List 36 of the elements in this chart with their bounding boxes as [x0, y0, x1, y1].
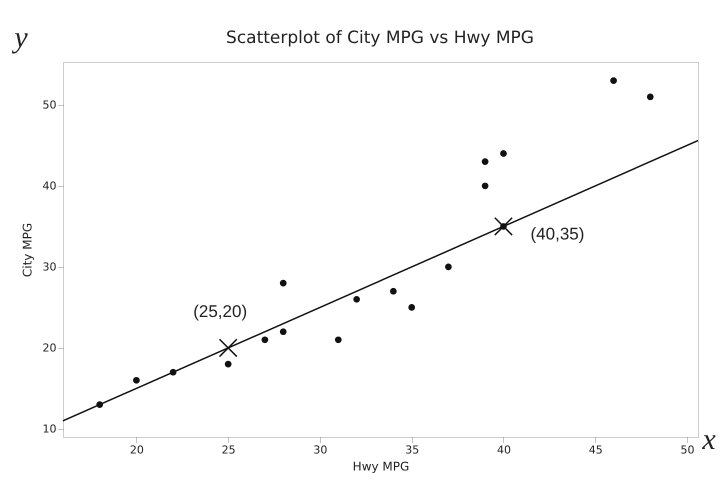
point: [494, 217, 513, 236]
x-axis-title: Hwy MPG: [352, 460, 410, 474]
point: [445, 264, 452, 270]
point: [218, 338, 238, 358]
point: [280, 328, 287, 336]
y-tick-label: 50: [42, 98, 56, 112]
text: x: [701, 423, 716, 456]
point: [353, 296, 360, 303]
annotation: (40,35): [530, 224, 584, 244]
y-axis-title: City MPG: [20, 222, 35, 278]
point: [500, 150, 507, 157]
point: [646, 93, 654, 100]
point: [334, 336, 342, 344]
point: [280, 280, 287, 286]
point: [390, 288, 397, 295]
point: [482, 182, 488, 190]
x-tick-label: 35: [405, 444, 420, 456]
y-tick-label: 30: [42, 260, 56, 274]
x-tick-label: 50: [680, 444, 694, 456]
y-tick-label: 40: [42, 179, 56, 192]
annotation: (25,20): [193, 302, 248, 321]
point: [262, 336, 268, 344]
y-tick-label: 20: [42, 341, 56, 354]
x-tick-label: 40: [496, 444, 511, 456]
text: y: [11, 21, 28, 54]
x-tick-label: 45: [588, 444, 603, 456]
point: [133, 376, 140, 384]
y-tick-label: 10: [42, 422, 56, 436]
x-tick-label: 20: [130, 444, 144, 456]
point: [224, 360, 232, 368]
x-tick-label: 25: [222, 444, 236, 456]
chart-title: Scatterplot of City MPG vs Hwy MPG: [226, 28, 534, 48]
x-tick-label: 30: [313, 444, 328, 456]
point: [610, 77, 617, 84]
point: [482, 158, 488, 165]
point: [408, 304, 416, 311]
